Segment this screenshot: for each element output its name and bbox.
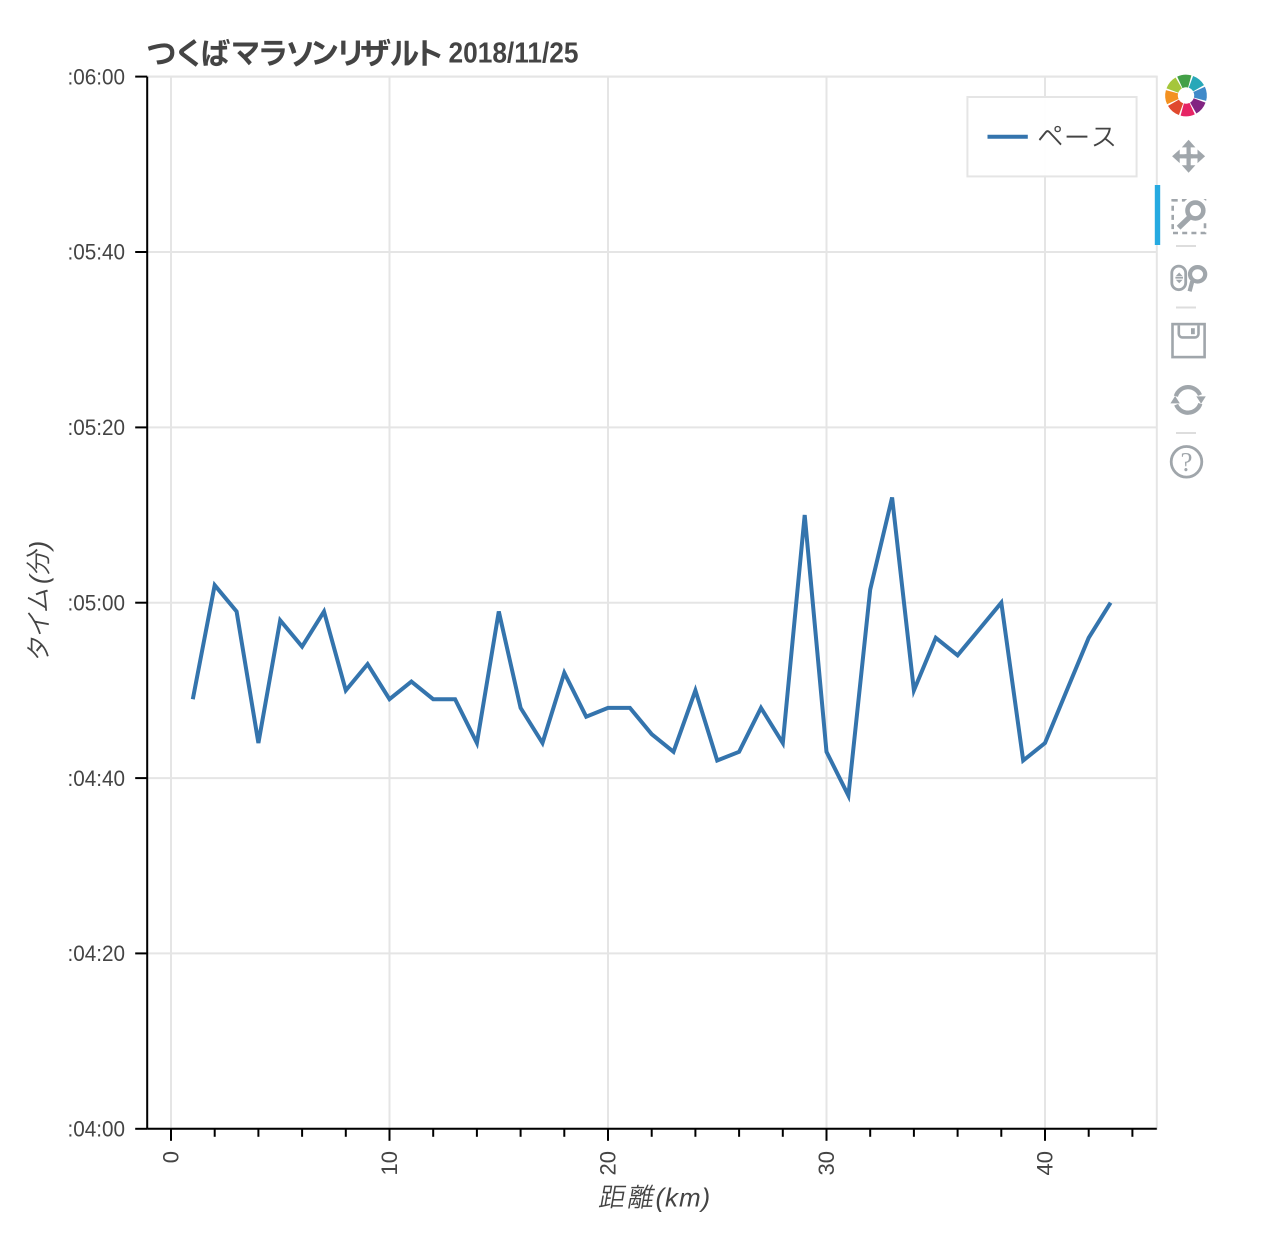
svg-text:?: ? <box>1181 447 1193 477</box>
svg-text::04:40: :04:40 <box>68 766 126 791</box>
svg-text:20: 20 <box>596 1151 621 1175</box>
svg-text:(km): (km) <box>656 1183 712 1213</box>
svg-text:(: ( <box>24 573 54 584</box>
svg-text::04:00: :04:00 <box>68 1117 126 1142</box>
svg-text:40: 40 <box>1033 1151 1058 1175</box>
svg-text::05:40: :05:40 <box>68 240 126 265</box>
svg-text:10: 10 <box>377 1151 402 1175</box>
svg-text::05:00: :05:00 <box>68 590 126 615</box>
svg-text::04:20: :04:20 <box>68 941 126 966</box>
svg-text:2018/11/25: 2018/11/25 <box>449 37 579 69</box>
svg-text::06:00: :06:00 <box>68 64 126 89</box>
svg-text:): ) <box>24 541 54 553</box>
svg-text:30: 30 <box>814 1151 839 1175</box>
svg-text::05:20: :05:20 <box>68 415 126 440</box>
svg-text:0: 0 <box>159 1151 184 1163</box>
